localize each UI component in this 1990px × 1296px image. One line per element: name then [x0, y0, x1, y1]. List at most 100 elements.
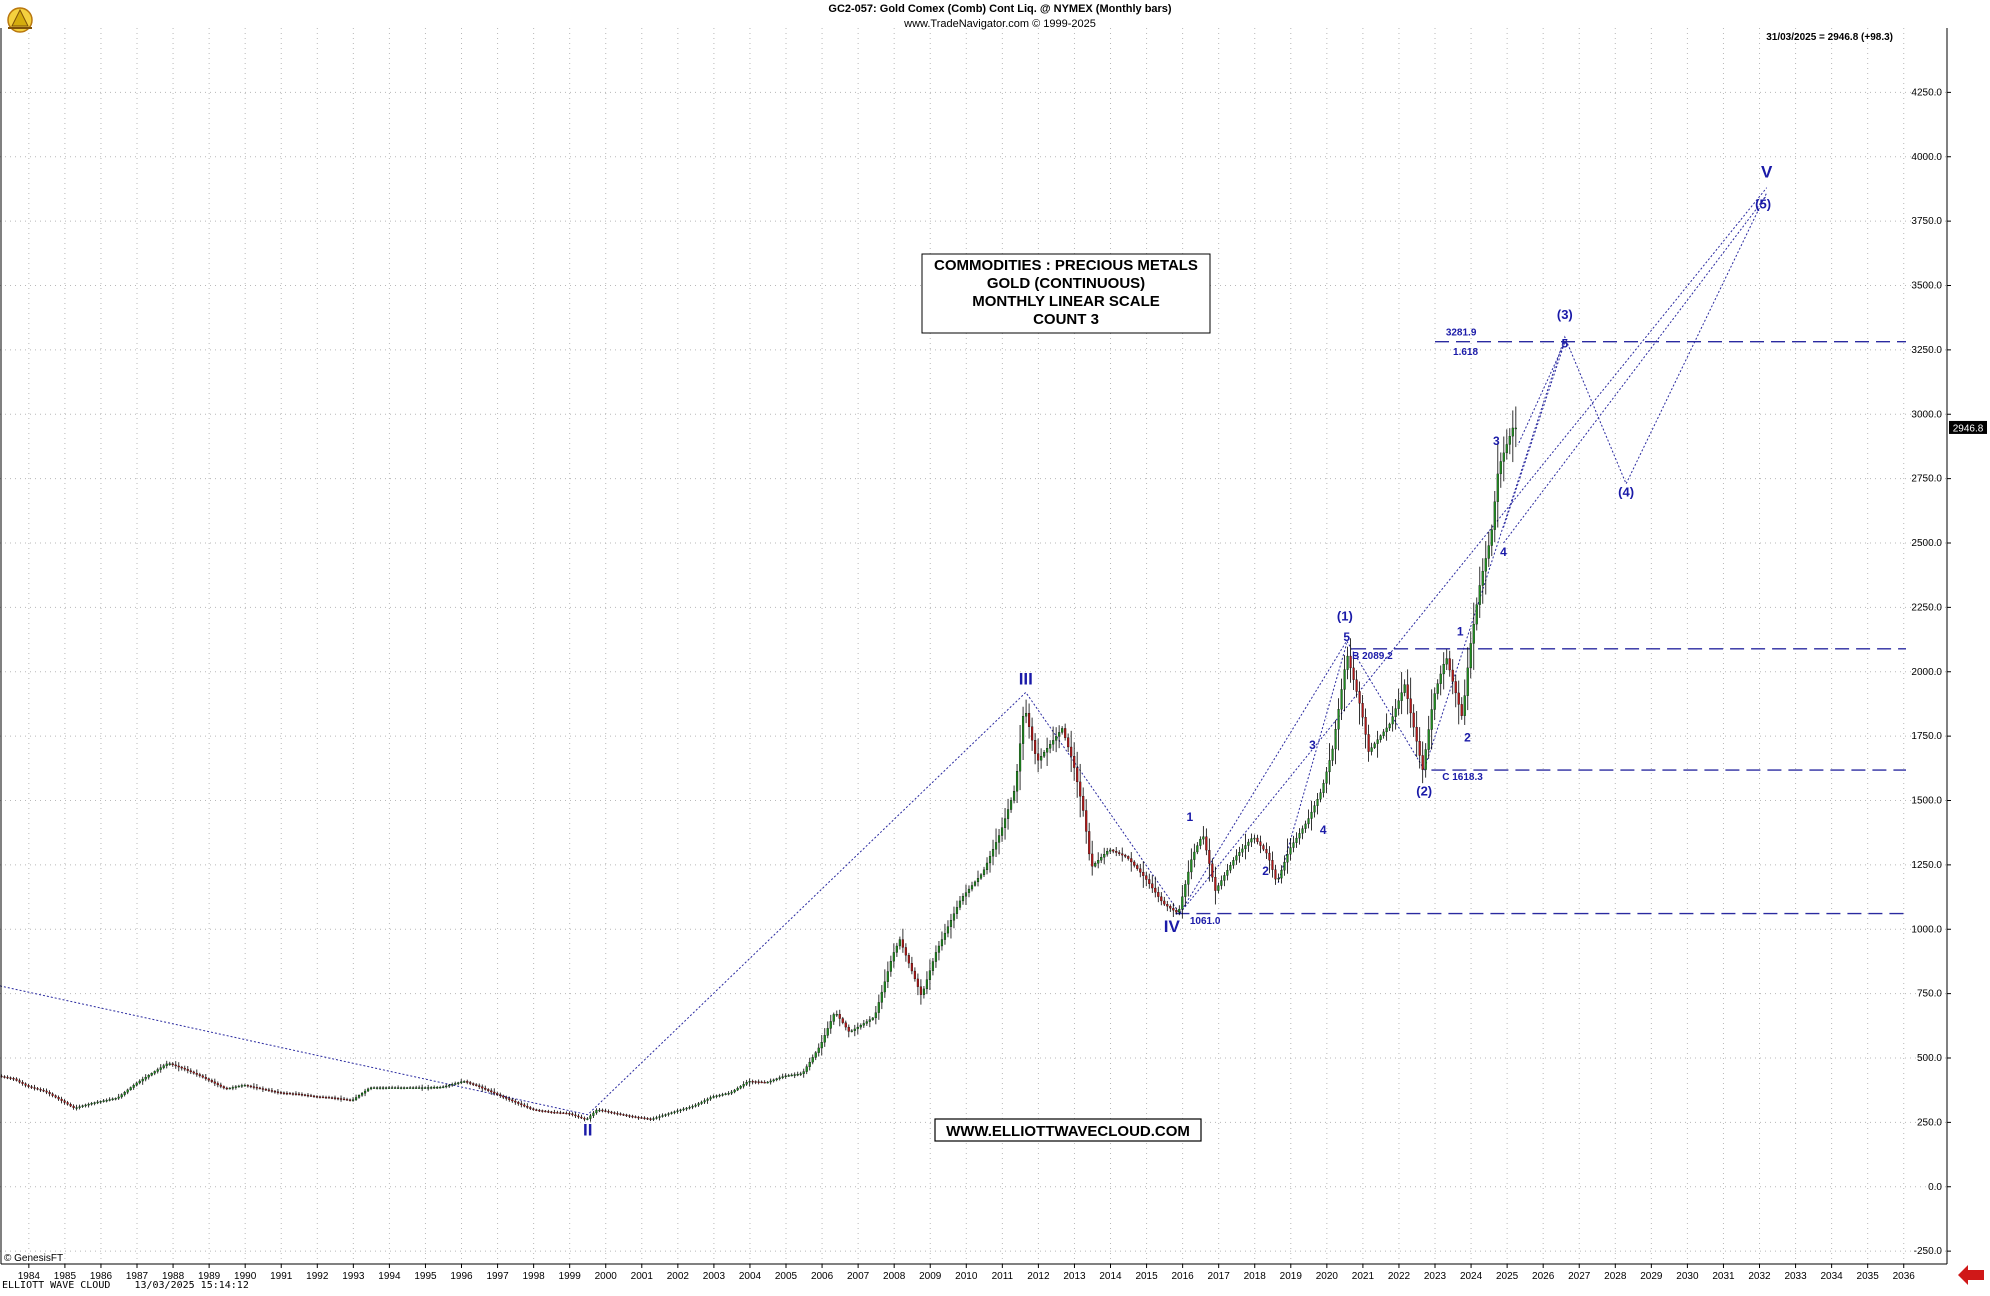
candle-body	[1049, 744, 1052, 749]
candle-body	[523, 1104, 526, 1107]
candle-body	[1322, 783, 1325, 793]
candle-body	[1148, 879, 1151, 884]
candle-body	[1109, 849, 1112, 852]
candle-body	[760, 1081, 763, 1084]
candle-body	[493, 1091, 496, 1094]
candle-body	[727, 1092, 730, 1095]
candle-body	[360, 1093, 364, 1096]
x-tick-label: 2001	[631, 1271, 654, 1282]
y-tick-label: 1750.0	[1911, 731, 1942, 742]
candle-body	[60, 1098, 63, 1101]
candle-body	[949, 920, 953, 927]
candle-body	[348, 1099, 352, 1101]
candle-body	[33, 1087, 36, 1089]
candle-body	[261, 1088, 264, 1090]
candle-body	[598, 1109, 601, 1112]
x-tick-label: 2034	[1820, 1271, 1843, 1282]
x-tick-label: 1997	[486, 1271, 509, 1282]
candle-body	[1205, 836, 1208, 851]
candle-body	[1169, 906, 1172, 909]
candle-body	[1055, 736, 1058, 741]
x-tick-label: 2000	[595, 1271, 618, 1282]
candle-body	[640, 1117, 643, 1119]
candle-body	[733, 1089, 736, 1093]
candle-body	[871, 1017, 874, 1020]
price-tag: 2946.8	[1949, 420, 1987, 434]
candle-body	[1211, 863, 1214, 878]
candle-body	[1370, 747, 1373, 752]
candle-body	[1385, 727, 1388, 733]
candle-body	[237, 1085, 240, 1088]
candle-body	[1091, 853, 1094, 867]
candle-body	[1181, 896, 1184, 910]
candle-body	[99, 1101, 102, 1103]
candle-body	[54, 1095, 57, 1098]
website-box[interactable]: WWW.ELLIOTTWAVECLOUD.COM	[934, 1118, 1202, 1142]
candle-body	[63, 1100, 66, 1103]
candle-body	[1427, 729, 1430, 750]
candle-body	[114, 1098, 117, 1100]
candle-body	[1367, 734, 1370, 752]
candle-body	[490, 1090, 493, 1093]
candle-body	[406, 1087, 409, 1089]
candle-body	[273, 1090, 277, 1093]
candle-body	[457, 1082, 460, 1084]
candle-body	[862, 1023, 865, 1026]
candle-body	[1259, 841, 1262, 846]
candle-body	[1496, 473, 1499, 502]
candle-body	[1037, 753, 1040, 761]
candle-body	[1187, 871, 1190, 885]
candle-body	[1256, 837, 1259, 842]
info-box: COMMODITIES : PRECIOUS METALS GOLD (CONT…	[921, 253, 1211, 334]
candle-body	[661, 1115, 664, 1117]
candle-body	[324, 1096, 328, 1099]
candle-body	[955, 907, 959, 914]
candle-body	[985, 862, 989, 871]
candle-body	[709, 1097, 712, 1100]
candle-body	[105, 1099, 108, 1102]
candle-body	[279, 1092, 283, 1094]
scroll-right-arrow-icon[interactable]	[1958, 1265, 1984, 1285]
logo-icon[interactable]	[7, 7, 33, 33]
wave-label: (4)	[1618, 485, 1634, 500]
x-tick-label: 1985	[54, 1271, 77, 1282]
candle-body	[397, 1087, 400, 1089]
candle-body	[1316, 799, 1319, 806]
candle-body	[613, 1112, 616, 1114]
candle-body	[946, 926, 950, 934]
candle-body	[1121, 853, 1124, 856]
candle-body	[679, 1109, 682, 1112]
candle-body	[255, 1087, 258, 1089]
candle-body	[1466, 667, 1469, 696]
candle-body	[1190, 859, 1193, 873]
website-link[interactable]: WWW.ELLIOTTWAVECLOUD.COM	[946, 1123, 1190, 1140]
candle-body	[1403, 684, 1406, 693]
candle-body	[505, 1096, 508, 1099]
candle-body	[108, 1099, 111, 1101]
x-tick-label: 2025	[1496, 1271, 1519, 1282]
candle-body	[928, 970, 932, 980]
candle-body	[529, 1107, 532, 1109]
candle-body	[297, 1093, 301, 1096]
candle-body	[526, 1106, 529, 1108]
candle-body	[351, 1099, 355, 1101]
candle-body	[937, 945, 941, 953]
candle-body	[1484, 558, 1487, 572]
candle-body	[1379, 735, 1382, 740]
wave-label: 1	[1186, 810, 1193, 824]
candle-body	[1139, 868, 1142, 873]
candle-body	[1394, 708, 1397, 717]
candle-body	[1325, 771, 1328, 784]
candle-body	[1463, 695, 1466, 716]
candle-body	[901, 939, 904, 948]
candle-body	[388, 1087, 391, 1089]
candle-body	[835, 1014, 838, 1016]
candle-body	[832, 1014, 835, 1022]
candle-body	[234, 1086, 237, 1088]
x-tick-label: 1989	[198, 1271, 221, 1282]
x-tick-label: 2032	[1748, 1271, 1771, 1282]
candle-body	[321, 1096, 325, 1099]
candle-body	[1277, 877, 1280, 880]
wave-label: 1	[1457, 625, 1464, 639]
candle-body	[39, 1089, 42, 1091]
